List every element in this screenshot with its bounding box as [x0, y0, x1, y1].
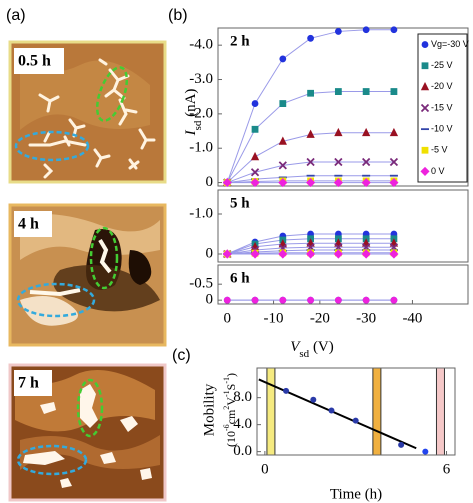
x-tick-label: -20	[310, 310, 330, 326]
y-tick-label: -1.0	[189, 140, 213, 156]
marker	[280, 101, 286, 107]
y-tick-label: -3.0	[189, 71, 213, 87]
marker	[391, 297, 397, 303]
x-tick-label: 6	[443, 461, 451, 477]
afm-label: 4 h	[18, 216, 39, 233]
marker	[252, 126, 258, 132]
afm-image: 4 h	[10, 205, 165, 345]
marker	[252, 101, 258, 107]
marker	[422, 147, 428, 153]
marker	[224, 297, 230, 303]
marker	[391, 89, 397, 95]
y-tick-label: -1.0	[189, 205, 213, 221]
marker	[391, 27, 397, 33]
marker	[252, 153, 259, 160]
afm-image: 0.5 h	[10, 42, 165, 182]
page: { "labels": ["(a)", "(b)", "(c)"], "afm_…	[0, 0, 473, 503]
legend-label: -20 V	[431, 81, 453, 91]
marker	[308, 297, 314, 303]
x-tick-label: -30	[356, 310, 376, 326]
afm-image: 7 h	[10, 365, 165, 500]
y-tick-label: 4.0	[233, 416, 252, 432]
subplot-title: 5 h	[230, 195, 250, 211]
point	[310, 397, 316, 403]
y-tick-label: -4.0	[189, 37, 213, 53]
marker	[335, 89, 341, 95]
y-axis-label: Mobility	[201, 383, 217, 436]
x-tick-label: 0	[224, 310, 232, 326]
marker	[308, 35, 314, 41]
panel-label: (b)	[168, 7, 188, 24]
marker	[363, 297, 369, 303]
legend-label: -10 V	[431, 124, 453, 134]
y-tick-label: 8.0	[233, 389, 252, 405]
y-tick-label: -2.0	[189, 105, 213, 121]
x-tick-label: 0	[261, 461, 269, 477]
y-unit-part: -6	[222, 424, 231, 431]
marker	[422, 42, 428, 48]
y-tick-label: 0	[206, 292, 214, 308]
plot-frame	[257, 368, 455, 455]
panel-label: (c)	[172, 347, 191, 364]
fit-line	[259, 379, 416, 448]
x-tick-label: -40	[402, 310, 422, 326]
figure: (a) (b) (c) 0.5 h	[0, 0, 473, 503]
subplot-title: 6 h	[230, 270, 250, 286]
time-highlight	[373, 368, 381, 455]
point	[283, 388, 289, 394]
x-axis-label: Time (h)	[330, 486, 382, 502]
marker	[363, 89, 369, 95]
x-tick-label: -10	[264, 310, 284, 326]
point	[328, 407, 334, 413]
legend-label: -15 V	[431, 102, 453, 112]
x-label-sub: sd	[299, 348, 309, 360]
x-axis-label: Vsd (V)	[290, 339, 334, 359]
marker	[335, 297, 341, 303]
subplot-title: 2 h	[230, 33, 250, 49]
y-unit-part: )	[224, 373, 238, 377]
time-highlight	[436, 368, 444, 455]
marker	[422, 63, 428, 69]
plot-frame	[257, 368, 455, 455]
panel-label: (a)	[6, 7, 26, 24]
point	[398, 442, 404, 448]
y-label-sub: sd	[192, 120, 204, 130]
y-tick-label: 0	[206, 174, 214, 190]
time-highlight	[267, 368, 275, 455]
legend-label: Vg=-30 V	[431, 39, 469, 49]
y-tick-label: -0.5	[189, 276, 213, 292]
y-unit-part: -1	[222, 390, 231, 397]
marker	[335, 28, 341, 34]
marker	[363, 27, 369, 33]
y-tick-label: 0.0	[233, 443, 252, 459]
legend-label: -25 V	[431, 60, 453, 70]
y-unit-part: -1	[222, 377, 231, 384]
point	[422, 449, 428, 455]
marker	[308, 90, 314, 96]
legend-label: -5 V	[431, 145, 448, 155]
marker	[280, 56, 286, 62]
y-axis-unit: (10-6cm2V-1S-1)	[222, 373, 237, 447]
afm-label: 0.5 h	[18, 53, 51, 70]
x-label-unit: (V)	[309, 339, 334, 355]
marker	[252, 169, 259, 176]
marker	[252, 297, 258, 303]
y-tick-label: 0	[206, 245, 214, 261]
afm-label: 7 h	[18, 375, 39, 392]
legend-label: 0 V	[431, 166, 445, 176]
point	[353, 418, 359, 424]
marker	[280, 297, 286, 303]
